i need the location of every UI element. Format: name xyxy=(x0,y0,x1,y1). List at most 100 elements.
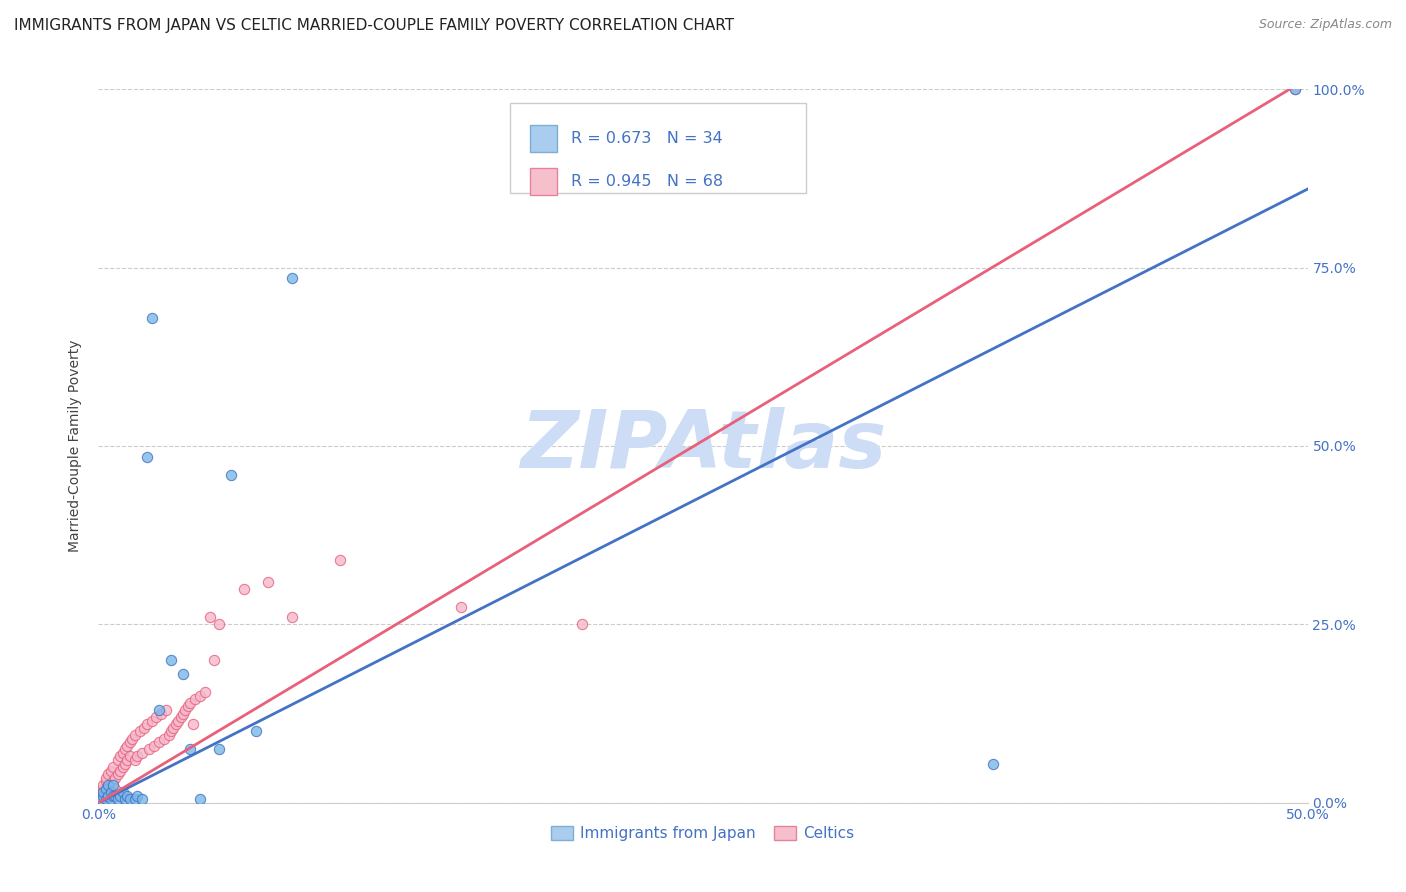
Point xyxy=(111,760,134,774)
Point xyxy=(194,685,217,699)
Point xyxy=(117,753,139,767)
Point xyxy=(118,735,141,749)
Point xyxy=(94,792,117,806)
Point xyxy=(198,610,221,624)
Point xyxy=(101,778,124,792)
Point xyxy=(1284,82,1306,96)
Point xyxy=(107,753,129,767)
Point xyxy=(152,731,174,746)
Point xyxy=(91,789,114,803)
Point xyxy=(208,742,231,756)
Text: IMMIGRANTS FROM JAPAN VS CELTIC MARRIED-COUPLE FAMILY POVERTY CORRELATION CHART: IMMIGRANTS FROM JAPAN VS CELTIC MARRIED-… xyxy=(14,18,734,33)
Text: R = 0.945   N = 68: R = 0.945 N = 68 xyxy=(571,174,723,189)
Point xyxy=(135,450,157,464)
Point xyxy=(101,774,124,789)
Point xyxy=(117,789,139,803)
Point xyxy=(97,781,120,796)
Point xyxy=(97,789,120,803)
Point xyxy=(91,785,114,799)
Point xyxy=(94,774,117,789)
Point xyxy=(188,689,211,703)
Point xyxy=(101,760,124,774)
Point xyxy=(121,731,143,746)
Point xyxy=(281,610,304,624)
Point xyxy=(981,756,1004,771)
FancyBboxPatch shape xyxy=(530,125,557,152)
Point xyxy=(100,778,122,792)
Point xyxy=(172,706,194,721)
Point xyxy=(108,764,131,778)
Point xyxy=(131,746,153,760)
Point xyxy=(90,792,112,806)
Point xyxy=(127,749,149,764)
Point xyxy=(141,310,163,325)
Point xyxy=(208,617,231,632)
Point xyxy=(148,703,170,717)
Point xyxy=(172,667,194,681)
Point xyxy=(117,739,139,753)
Point xyxy=(571,617,593,632)
Point xyxy=(179,742,201,756)
Point xyxy=(127,789,149,803)
Point xyxy=(90,792,112,806)
Point xyxy=(91,785,114,799)
Point xyxy=(114,756,136,771)
Point xyxy=(256,574,278,589)
FancyBboxPatch shape xyxy=(530,168,557,194)
Point xyxy=(145,710,167,724)
Point xyxy=(107,767,129,781)
Point xyxy=(114,742,136,756)
Point xyxy=(245,724,267,739)
Point xyxy=(329,553,352,567)
Point xyxy=(100,764,122,778)
Point xyxy=(141,714,163,728)
Point xyxy=(167,714,190,728)
Point xyxy=(134,721,156,735)
Point xyxy=(128,724,150,739)
Point xyxy=(232,582,254,596)
Point xyxy=(108,789,131,803)
Point xyxy=(94,771,117,785)
Point xyxy=(107,792,129,806)
Point xyxy=(155,703,177,717)
Point xyxy=(118,792,141,806)
Point xyxy=(150,706,173,721)
Legend: Immigrants from Japan, Celtics: Immigrants from Japan, Celtics xyxy=(544,818,862,848)
Point xyxy=(204,653,226,667)
Point xyxy=(169,710,191,724)
Point xyxy=(160,724,183,739)
Point xyxy=(1284,82,1306,96)
Point xyxy=(104,771,127,785)
Point xyxy=(97,778,120,792)
Point xyxy=(174,703,197,717)
Point xyxy=(100,785,122,799)
Point xyxy=(94,789,117,803)
Point xyxy=(118,749,141,764)
Point xyxy=(104,781,127,796)
Point xyxy=(143,739,166,753)
Point xyxy=(124,753,146,767)
Point xyxy=(179,696,201,710)
Point xyxy=(221,467,243,482)
Point xyxy=(131,792,153,806)
Y-axis label: Married-Couple Family Poverty: Married-Couple Family Poverty xyxy=(69,340,83,552)
Point xyxy=(101,789,124,803)
Point xyxy=(91,781,114,796)
Point xyxy=(165,717,187,731)
Point xyxy=(181,717,204,731)
Point xyxy=(157,728,180,742)
Point xyxy=(162,721,184,735)
Text: R = 0.673   N = 34: R = 0.673 N = 34 xyxy=(571,131,723,146)
Point xyxy=(450,599,472,614)
Point xyxy=(108,749,131,764)
Point xyxy=(135,717,157,731)
Point xyxy=(177,699,200,714)
Text: ZIPAtlas: ZIPAtlas xyxy=(520,407,886,485)
Point xyxy=(148,735,170,749)
Point xyxy=(124,792,146,806)
Point xyxy=(97,767,120,781)
Point xyxy=(111,785,134,799)
Point xyxy=(281,271,304,285)
Point xyxy=(90,789,112,803)
Point xyxy=(188,792,211,806)
